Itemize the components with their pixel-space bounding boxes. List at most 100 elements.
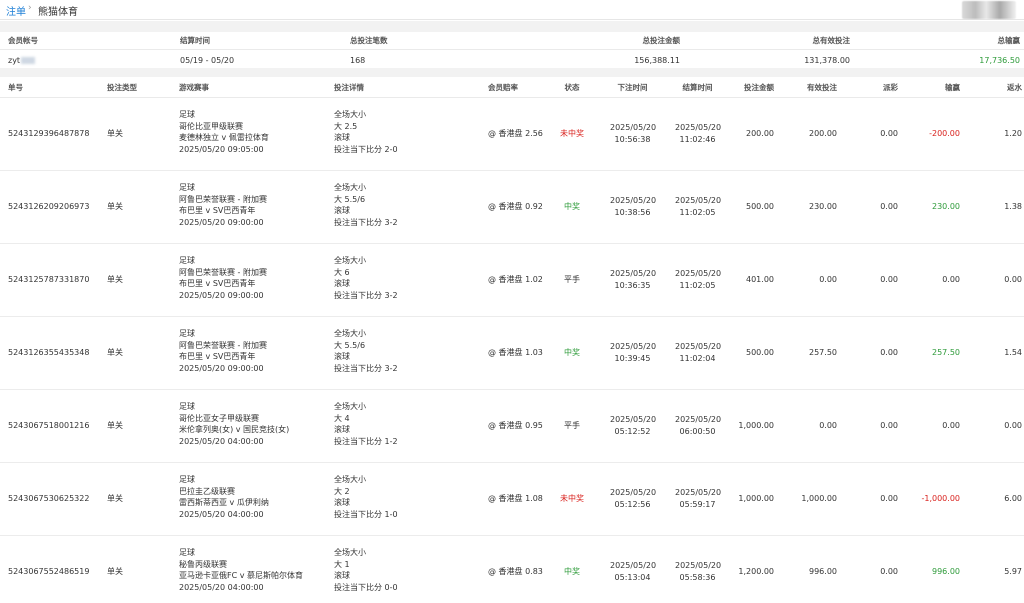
bet-odds: @ 香港盘 1.08 [488, 494, 543, 503]
event-league: 阿鲁巴荣誉联赛 - 附加赛 [179, 194, 267, 204]
bet-detail: 全场大小 大 2 滚球 投注当下比分 1-0 [334, 474, 398, 520]
bet-date: 2025/05/20 [610, 488, 657, 497]
bet-market: 全场大小 [334, 110, 366, 119]
bet-odds: @ 香港盘 1.02 [488, 275, 543, 284]
bet-time: 2025/05/20 10:39:45 [610, 341, 656, 364]
section-gap [0, 21, 1024, 32]
bet-detail: 全场大小 大 4 滚球 投注当下比分 1-2 [334, 401, 398, 447]
event-match-time: 2025/05/20 09:00:00 [179, 290, 264, 300]
event-match: 布巴里 v SV巴西青年 [179, 279, 256, 289]
settle-time: 2025/05/20 11:02:05 [675, 195, 722, 218]
bet-rebate: 1.54 [1004, 348, 1022, 357]
event-match: 麦德林独立 v 佩雷拉体育 [179, 133, 269, 143]
bet-live-tag: 滚球 [334, 352, 350, 362]
event-info: 足球 哥伦比亚女子甲级联赛 米伦拿列奥(女) v 国民竞技(女) 2025/05… [179, 401, 289, 447]
settle-time: 2025/05/20 11:02:46 [675, 122, 722, 145]
event-match-time: 2025/05/20 04:00:00 [179, 509, 264, 519]
event-match-time: 2025/05/20 04:00:00 [179, 582, 264, 592]
bet-amount: 500.00 [746, 202, 774, 211]
settle-date: 2025/05/20 [675, 561, 722, 570]
bet-time: 2025/05/20 10:56:38 [610, 122, 657, 145]
event-league: 秘鲁丙级联赛 [179, 559, 227, 569]
settle-date: 2025/05/20 [675, 196, 722, 205]
bet-win-loss: 0.00 [942, 421, 960, 430]
summary-header-bet-count: 总投注笔数 [350, 36, 388, 45]
bet-type: 单关 [107, 275, 123, 284]
event-match: 雷西斯蒂西亚 v 瓜伊利纳 [179, 498, 269, 508]
bet-amount: 200.00 [746, 129, 774, 138]
settle-date: 2025/05/20 [675, 342, 722, 351]
bet-row[interactable]: 5243067552486519 单关 足球 秘鲁丙级联赛 亚马逊卡亚俄FC v… [0, 536, 1024, 603]
bet-detail: 全场大小 大 5.5/6 滚球 投注当下比分 3-2 [334, 182, 398, 228]
bet-win-loss: 230.00 [932, 202, 960, 211]
event-sport: 足球 [179, 110, 195, 119]
bet-date: 2025/05/20 [610, 196, 657, 205]
bet-market: 全场大小 [334, 475, 366, 484]
bet-valid: 0.00 [819, 275, 837, 284]
bet-status: 平手 [564, 421, 580, 430]
bet-time: 2025/05/20 05:13:04 [610, 560, 656, 583]
bet-score: 投注当下比分 3-2 [334, 363, 398, 373]
bet-type: 单关 [107, 421, 123, 430]
bet-status: 中奖 [564, 348, 580, 357]
bet-rebate: 1.38 [1004, 202, 1022, 211]
bet-row[interactable]: 5243129396487878 单关 足球 哥伦比亚甲级联赛 麦德林独立 v … [0, 98, 1024, 171]
bet-pick: 大 4 [334, 413, 350, 423]
bet-payout: 0.00 [880, 348, 898, 357]
bet-status: 未中奖 [560, 494, 584, 503]
bet-row[interactable]: 5243126355435348 单关 足球 阿鲁巴荣誉联赛 - 附加赛 布巴里… [0, 317, 1024, 390]
bet-row[interactable]: 5243126209206973 单关 足球 阿鲁巴荣誉联赛 - 附加赛 布巴里… [0, 171, 1024, 244]
bet-valid: 996.00 [809, 567, 837, 576]
bet-detail: 全场大小 大 2.5 滚球 投注当下比分 2-0 [334, 109, 398, 155]
event-match: 布巴里 v SV巴西青年 [179, 206, 256, 216]
settle-date: 2025/05/20 [675, 123, 722, 132]
event-league: 哥伦比亚甲级联赛 [179, 121, 243, 131]
bet-score: 投注当下比分 1-2 [334, 436, 398, 446]
bet-time: 2025/05/20 10:36:35 [610, 268, 656, 291]
bet-pick: 大 6 [334, 267, 350, 277]
bet-win-loss: 0.00 [942, 275, 960, 284]
column-header-type: 投注类型 [107, 83, 137, 92]
bet-payout: 0.00 [880, 202, 898, 211]
event-match-time: 2025/05/20 09:05:00 [179, 144, 264, 154]
summary-header-total-valid: 总有效投注 [812, 36, 851, 45]
event-info: 足球 阿鲁巴荣誉联赛 - 附加赛 布巴里 v SV巴西青年 2025/05/20… [179, 182, 267, 228]
event-match: 亚马逊卡亚俄FC v 慕尼斯帕尔体育 [179, 571, 304, 581]
breadcrumb-current: 熊猫体育 [38, 7, 78, 18]
summary-row: zyt 05/19 - 05/20 168 156,388.11 131,378… [0, 50, 1024, 68]
event-league: 巴拉圭乙级联赛 [179, 486, 235, 496]
bet-row[interactable]: 5243125787331870 单关 足球 阿鲁巴荣誉联赛 - 附加赛 布巴里… [0, 244, 1024, 317]
breadcrumb-root-link[interactable]: 注单 [6, 7, 26, 18]
bet-win-loss: 996.00 [932, 567, 960, 576]
bet-id: 5243125787331870 [8, 275, 90, 284]
event-league: 哥伦比亚女子甲级联赛 [179, 413, 259, 423]
bet-market: 全场大小 [334, 402, 366, 411]
user-avatar[interactable] [962, 1, 1016, 19]
bet-payout: 0.00 [880, 129, 898, 138]
bet-table-header: 单号 投注类型 游戏赛事 投注详情 会员赔率 状态 下注时间 结算时间 投注金额… [0, 77, 1024, 98]
summary-header-total-bet: 总投注金额 [642, 36, 681, 45]
bet-score: 投注当下比分 3-2 [334, 217, 398, 227]
bet-detail: 全场大小 大 5.5/6 滚球 投注当下比分 3-2 [334, 328, 398, 374]
settle-clock: 11:02:05 [679, 207, 716, 217]
bet-type: 单关 [107, 202, 123, 211]
bet-odds: @ 香港盘 1.03 [488, 348, 543, 357]
column-header-amount: 投注金额 [744, 83, 774, 92]
settle-date: 2025/05/20 [675, 269, 722, 278]
bet-odds: @ 香港盘 2.56 [488, 129, 543, 138]
bet-clock: 05:13:04 [614, 572, 651, 582]
bet-market: 全场大小 [334, 329, 366, 338]
settle-date: 2025/05/20 [675, 488, 722, 497]
bet-detail: 全场大小 大 1 滚球 投注当下比分 0-0 [334, 547, 398, 593]
bet-live-tag: 滚球 [334, 279, 350, 289]
bet-row[interactable]: 5243067530625322 单关 足球 巴拉圭乙级联赛 雷西斯蒂西亚 v … [0, 463, 1024, 536]
bet-clock: 10:56:38 [614, 134, 651, 144]
bet-payout: 0.00 [880, 567, 898, 576]
bet-win-loss: -1,000.00 [921, 494, 960, 503]
bet-date: 2025/05/20 [610, 123, 657, 132]
bet-pick: 大 2.5 [334, 121, 358, 131]
event-info: 足球 哥伦比亚甲级联赛 麦德林独立 v 佩雷拉体育 2025/05/20 09:… [179, 109, 269, 155]
bet-score: 投注当下比分 2-0 [334, 144, 398, 154]
bet-odds: @ 香港盘 0.95 [488, 421, 543, 430]
bet-row[interactable]: 5243067518001216 单关 足球 哥伦比亚女子甲级联赛 米伦拿列奥(… [0, 390, 1024, 463]
